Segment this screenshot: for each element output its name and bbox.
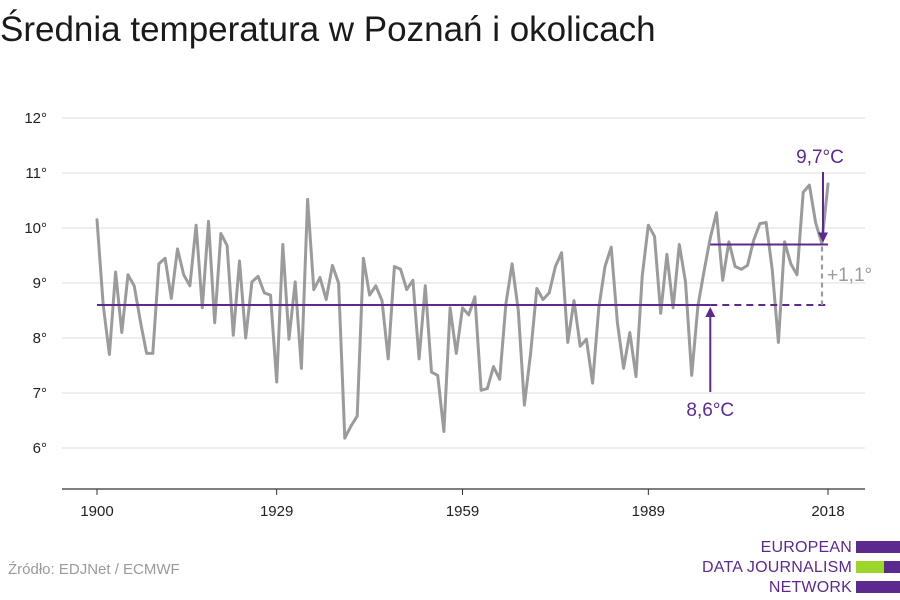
logo-bar-bottom: [856, 581, 900, 593]
recent-arrow-head: [818, 232, 828, 243]
y-tick-label: 11°: [25, 165, 47, 182]
temperature-series-line: [95, 182, 830, 440]
y-tick-label: 8°: [33, 330, 47, 347]
y-tick-label: 9°: [33, 275, 47, 292]
y-tick-label: 6°: [33, 440, 47, 457]
x-tick-label: 1929: [260, 503, 293, 520]
chart-title: Średnia temperatura w Poznań i okolicach: [0, 10, 656, 49]
x-tick-label: 1900: [80, 503, 113, 520]
x-tick-label: 2018: [811, 503, 844, 520]
y-tick-label: 7°: [33, 385, 47, 402]
source-note: Źródło: EDJNet / ECMWF: [8, 561, 180, 578]
baseline-arrow-head: [705, 307, 716, 317]
baseline-value-label: 8,6°C: [686, 400, 734, 421]
recent-value-label: 9,7°C: [796, 147, 844, 168]
logo-text: EUROPEAN DATA JOURNALISM NETWORK: [702, 538, 852, 598]
logo-bars-icon: [856, 540, 900, 598]
edjnet-logo[interactable]: EUROPEAN DATA JOURNALISM NETWORK: [700, 538, 900, 600]
difference-label: +1,1°: [827, 265, 872, 286]
logo-line-1: EUROPEAN: [760, 539, 852, 556]
y-tick-label: 10°: [24, 220, 47, 237]
logo-bar-top: [856, 541, 900, 553]
x-tick-label: 1959: [446, 503, 479, 520]
logo-bar-middle: [856, 561, 900, 573]
logo-line-2: DATA JOURNALISM: [702, 559, 852, 576]
logo-line-3: NETWORK: [768, 579, 852, 596]
y-tick-label: 12°: [24, 110, 47, 127]
x-tick-label: 1989: [632, 503, 665, 520]
